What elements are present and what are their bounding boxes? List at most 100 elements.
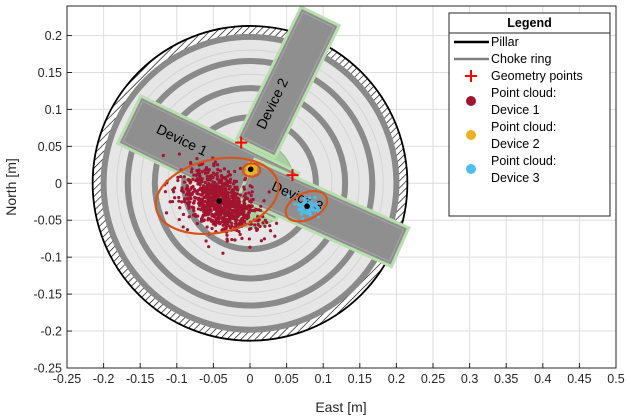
cloud-point-device1 xyxy=(237,204,241,208)
x-tick-label: 0.5 xyxy=(607,372,624,386)
cloud-point-device1 xyxy=(200,219,204,223)
cloud-point-device1 xyxy=(216,186,220,190)
cloud-point-device1 xyxy=(211,180,215,184)
cloud-point-device1 xyxy=(217,180,221,185)
cloud-point-device1 xyxy=(267,190,271,194)
choke-ring xyxy=(151,85,349,282)
cloud-point-device1 xyxy=(200,177,204,181)
cloud-point-device1 xyxy=(222,188,226,192)
cloud-point-device1 xyxy=(201,189,206,193)
cloud-point-device1 xyxy=(212,205,216,209)
cloud-point-device1 xyxy=(225,211,229,216)
cloud-point-device1 xyxy=(208,197,212,201)
legend-swatch-dot xyxy=(466,130,476,140)
cloud-point-device1 xyxy=(190,167,194,171)
cloud-point-device1 xyxy=(225,217,229,222)
cloud-point-device1 xyxy=(256,219,260,223)
cloud-center-point xyxy=(304,203,310,210)
cloud-point-device1 xyxy=(259,239,264,243)
y-tick-label: -0.25 xyxy=(34,362,63,376)
cloud-point-device1 xyxy=(222,207,226,212)
y-tick-label: 0 xyxy=(55,177,62,191)
cloud-point-device1 xyxy=(233,222,238,226)
legend-entry-label: Choke ring xyxy=(491,52,551,66)
cloud-point-device1 xyxy=(214,211,218,215)
cloud-point-device1 xyxy=(240,217,244,221)
cloud-point-device1 xyxy=(231,210,235,214)
cloud-point-device1 xyxy=(180,189,184,193)
choke-ring-inner xyxy=(116,49,384,318)
cloud-point-device1 xyxy=(259,204,263,208)
cloud-point-device1 xyxy=(230,237,234,242)
x-tick-label: -0.1 xyxy=(166,372,188,386)
legend-entry-label: Point cloud: xyxy=(491,86,556,100)
cloud-point-device1 xyxy=(238,193,242,197)
cloud-point-device1 xyxy=(216,193,221,197)
cloud-point-device1 xyxy=(241,208,245,212)
cloud-point-device1 xyxy=(192,209,196,213)
cloud-point-device1 xyxy=(222,205,226,209)
cloud-point-device1 xyxy=(198,176,202,180)
cloud-point-device1 xyxy=(218,222,222,226)
cloud-point-device1 xyxy=(177,199,181,203)
cloud-point-device1 xyxy=(193,195,197,199)
choke-ring xyxy=(124,58,376,309)
cloud-point-device1 xyxy=(206,218,210,222)
cloud-point-device1 xyxy=(212,183,216,188)
cloud-point-device2 xyxy=(254,167,258,171)
cloud-point-device1 xyxy=(203,180,207,185)
cloud-point-device1 xyxy=(208,175,212,179)
cloud-point-device1 xyxy=(246,205,250,209)
cloud-point-device1 xyxy=(177,217,181,222)
geometry-point xyxy=(235,136,248,149)
plot-frame xyxy=(66,5,617,369)
x-tick-label: -0.2 xyxy=(93,372,115,386)
cloud-point-device1 xyxy=(197,163,201,167)
cloud-point-device3 xyxy=(301,201,305,205)
cloud-point-device1 xyxy=(195,172,199,176)
cloud-point-device1 xyxy=(182,180,187,184)
cloud-point-device1 xyxy=(183,197,187,201)
cloud-point-device1 xyxy=(161,153,165,158)
cloud-point-device3 xyxy=(307,196,312,200)
cloud-point-device1 xyxy=(216,168,220,172)
geometry-point xyxy=(286,169,299,182)
cloud-point-device1 xyxy=(204,210,208,214)
cloud-point-device1 xyxy=(225,178,229,183)
cloud-point-device1 xyxy=(250,185,254,189)
cloud-point-device1 xyxy=(225,233,229,237)
x-tick-label: 0 xyxy=(247,372,254,386)
x-tick-label: -0.05 xyxy=(199,372,228,386)
cloud-point-device1 xyxy=(186,196,190,200)
cloud-point-device1 xyxy=(200,170,204,174)
x-axis-label: East [m] xyxy=(315,399,366,415)
legend: Legend Pillar Choke ring Geometry points Poi… xyxy=(448,12,611,217)
cloud-point-device1 xyxy=(215,174,220,179)
cloud-point-device1 xyxy=(221,251,225,255)
cloud-point-device2 xyxy=(245,166,249,170)
y-tick-label: 0.1 xyxy=(45,103,62,117)
cloud-point-device1 xyxy=(244,176,248,180)
legend-entry-label: Pillar xyxy=(491,35,519,49)
cloud-point-device1 xyxy=(212,207,216,211)
cloud-point-device1 xyxy=(228,220,232,224)
cloud-point-device1 xyxy=(204,213,208,217)
cloud-point-device1 xyxy=(197,200,201,204)
cloud-point-device1 xyxy=(228,205,232,209)
cloud-point-device1 xyxy=(248,207,252,212)
cloud-point-device1 xyxy=(242,185,246,189)
cloud-point-device1 xyxy=(236,196,240,200)
cloud-point-device1 xyxy=(250,204,254,208)
cloud-point-device1 xyxy=(164,211,169,215)
cloud-point-device1 xyxy=(212,215,216,219)
legend-entry-label: Point cloud: xyxy=(491,120,556,134)
cloud-point-device1 xyxy=(177,195,181,200)
cloud-point-device1 xyxy=(200,192,204,196)
cloud-point-device1 xyxy=(209,185,214,189)
y-axis-ticks: -0.25 -0.2 -0.15 -0.1 -0.05 0 0.05 0.1 0.15 0.2 xyxy=(34,29,72,376)
cloud-point-device1 xyxy=(176,175,180,179)
cloud-point-device1 xyxy=(240,220,244,224)
cloud-point-device1 xyxy=(189,170,194,174)
cloud-point-device1 xyxy=(179,174,183,179)
